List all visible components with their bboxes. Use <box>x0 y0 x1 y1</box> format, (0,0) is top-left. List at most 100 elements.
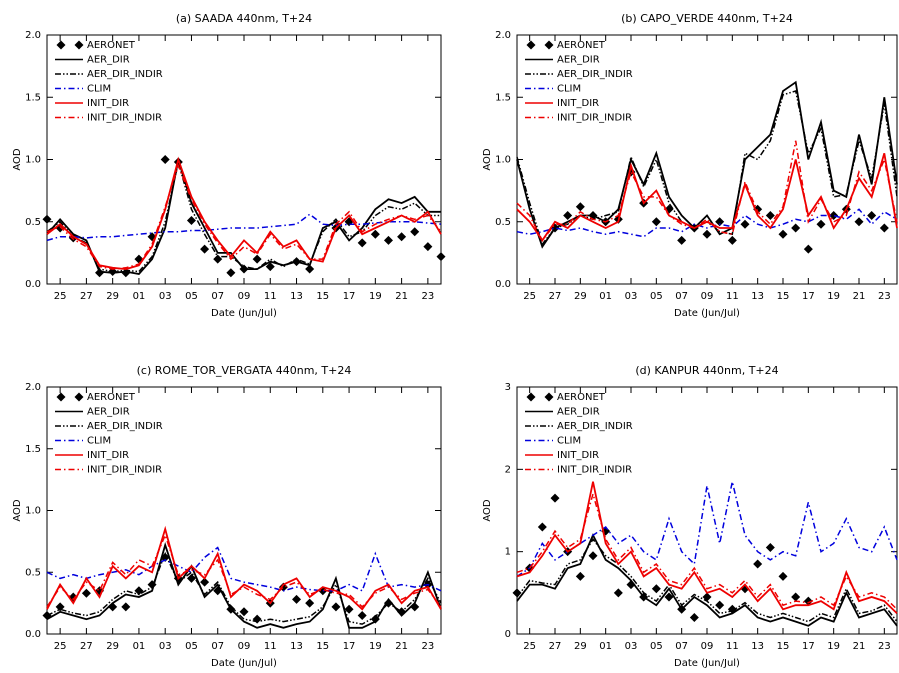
legend-label: AERONET <box>87 40 136 51</box>
data-line <box>516 208 898 238</box>
x-tick-label: 19 <box>827 641 840 652</box>
data-point <box>816 219 826 229</box>
data-line <box>46 533 442 608</box>
data-line <box>516 481 898 578</box>
data-point <box>664 592 674 602</box>
y-tick-label: 0.5 <box>25 217 41 228</box>
x-tick-label: 25 <box>54 641 67 652</box>
data-point <box>357 238 367 248</box>
legend-label: INIT_DIR_INDIR <box>557 113 632 124</box>
x-tick-label: 03 <box>159 291 172 302</box>
data-point <box>305 598 315 608</box>
x-tick-label: 11 <box>726 291 739 302</box>
x-tick-label: 09 <box>701 641 714 652</box>
legend-label: AER_DIR <box>87 55 130 66</box>
legend-marker <box>526 40 536 50</box>
x-tick-label: 11 <box>264 291 277 302</box>
data-point <box>677 235 687 245</box>
data-point <box>160 155 170 164</box>
data-point <box>651 584 661 594</box>
y-tick-label: 0.0 <box>25 279 41 290</box>
x-tick-label: 23 <box>878 641 891 652</box>
data-point <box>740 219 750 229</box>
x-tick-label: 01 <box>599 641 612 652</box>
y-tick-label: 1.5 <box>25 444 41 455</box>
x-tick-label: 29 <box>106 291 119 302</box>
y-tick-label: 0.5 <box>25 567 41 578</box>
data-point <box>213 254 223 264</box>
data-point <box>383 235 393 245</box>
data-point <box>575 571 585 581</box>
x-tick-label: 23 <box>878 291 891 302</box>
legend-marker <box>544 40 554 50</box>
legend-label: INIT_DIR_INDIR <box>87 465 162 476</box>
y-tick-label: 2.0 <box>25 382 41 393</box>
x-tick-label: 17 <box>343 641 356 652</box>
data-point <box>55 602 65 612</box>
data-point <box>423 242 433 252</box>
data-point <box>803 596 813 606</box>
x-axis-label: Date (Jun/Jul) <box>674 658 740 669</box>
x-tick-label: 13 <box>751 641 764 652</box>
legend-label: CLIM <box>557 436 581 447</box>
legend-label: AER_DIR_INDIR <box>557 421 633 432</box>
x-tick-label: 07 <box>675 291 688 302</box>
data-line <box>46 542 442 629</box>
x-tick-label: 09 <box>701 291 714 302</box>
chart-title: (c) ROME_TOR_VERGATA 440nm, T+24 <box>137 364 352 377</box>
data-point <box>397 232 407 242</box>
legend-label: AER_DIR <box>87 407 130 418</box>
legend-label: INIT_DIR <box>87 98 129 109</box>
data-point <box>410 227 420 237</box>
legend-label: INIT_DIR_INDIR <box>87 113 162 124</box>
data-point <box>879 223 889 233</box>
data-line <box>46 546 442 592</box>
y-tick-label: 0.0 <box>495 279 511 290</box>
data-point <box>186 573 196 583</box>
data-line <box>46 525 442 611</box>
data-point <box>651 217 661 227</box>
data-point <box>239 607 249 617</box>
data-point <box>715 217 725 227</box>
data-point <box>829 211 839 221</box>
x-tick-label: 21 <box>395 291 408 302</box>
legend-label: AER_DIR_INDIR <box>87 421 163 432</box>
legend-label: CLIM <box>557 84 581 95</box>
y-tick-label: 0.0 <box>25 629 41 640</box>
data-point <box>81 588 91 598</box>
x-tick-label: 09 <box>238 291 251 302</box>
x-tick-label: 27 <box>80 291 93 302</box>
x-tick-label: 25 <box>523 641 536 652</box>
data-line <box>516 153 898 243</box>
x-tick-label: 13 <box>751 291 764 302</box>
data-point <box>252 254 262 264</box>
x-tick-label: 05 <box>650 291 663 302</box>
data-point <box>186 216 196 226</box>
y-tick-label: 1 <box>505 547 511 558</box>
y-tick-label: 0 <box>505 629 511 640</box>
data-point <box>265 262 275 272</box>
x-tick-label: 29 <box>574 291 587 302</box>
data-line <box>516 533 898 627</box>
legend-marker <box>56 40 66 50</box>
data-point <box>550 493 560 503</box>
data-line <box>516 537 898 623</box>
x-tick-label: 13 <box>290 641 303 652</box>
legend-label: INIT_DIR_INDIR <box>557 465 632 476</box>
x-tick-label: 09 <box>238 641 251 652</box>
x-tick-label: 29 <box>574 641 587 652</box>
data-point <box>588 551 598 561</box>
data-point <box>613 588 623 598</box>
x-tick-label: 15 <box>777 291 790 302</box>
x-tick-label: 03 <box>625 291 638 302</box>
chart-title: (d) KANPUR 440nm, T+24 <box>635 364 778 377</box>
x-tick-label: 01 <box>599 291 612 302</box>
x-tick-label: 21 <box>853 291 866 302</box>
y-axis-label: AOD <box>12 499 23 522</box>
data-point <box>537 522 547 532</box>
y-tick-label: 2 <box>505 464 511 475</box>
legend-marker <box>526 392 536 402</box>
data-point <box>854 217 864 227</box>
x-tick-label: 01 <box>133 641 146 652</box>
